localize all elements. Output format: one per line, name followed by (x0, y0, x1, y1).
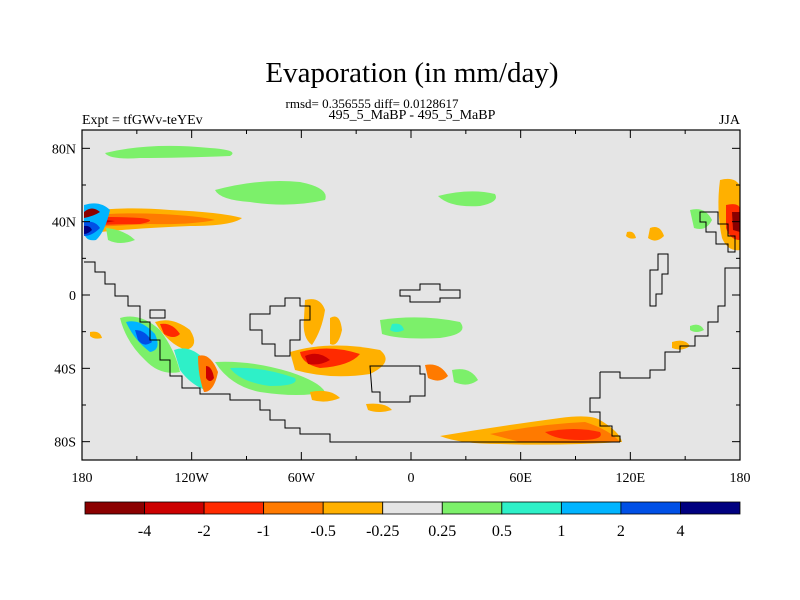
colorbar-swatch (620, 501, 681, 515)
colorbar-swatch (84, 501, 145, 515)
coastline (699, 211, 736, 253)
contour-fills (84, 145, 740, 445)
colorbar-label: -4 (138, 523, 151, 540)
contour-region (626, 231, 636, 239)
contour-region (215, 181, 326, 205)
contour-region (545, 429, 601, 440)
lon-tick-label: 0 (408, 471, 415, 486)
colorbar-label: 1 (557, 523, 565, 540)
lon-tick-label: 120W (175, 471, 210, 486)
contour-region (452, 369, 478, 385)
continent-outlines (84, 211, 740, 443)
map-axes: 80N 40N 0 40S 80S 180 120W 60W 0 60E 120E 180 (52, 130, 751, 486)
colorbar-swatch (263, 501, 324, 515)
lat-tick-label: 80S (54, 436, 76, 451)
center-label: 495_5_MaBP - 495_5_MaBP (329, 108, 496, 123)
contour-region (390, 323, 404, 332)
lat-tick-label: 40N (52, 216, 76, 231)
coastline (84, 261, 620, 443)
contour-region (310, 390, 340, 402)
colorbar-label: 0.5 (492, 523, 512, 540)
contour-region (305, 353, 330, 365)
contour-region (160, 323, 180, 337)
lon-tick-label: 60W (288, 471, 316, 486)
colorbar-swatch (382, 501, 443, 515)
contour-region (84, 225, 92, 234)
contour-region (648, 227, 664, 241)
colorbar-label: 2 (617, 523, 625, 540)
contour-region (106, 228, 135, 243)
contour-region (672, 340, 690, 350)
contour-region (135, 330, 152, 345)
lat-tick-label: 0 (69, 289, 76, 304)
contour-region (90, 331, 102, 339)
coastline (649, 253, 669, 307)
lat-tick-label: 40S (54, 362, 76, 377)
contour-region (366, 403, 392, 412)
lon-tick-label: 180 (730, 471, 751, 486)
contour-region (425, 364, 448, 381)
stats-line: rmsd= 0.356555 diff= 0.0128617 (286, 96, 459, 111)
coastline (600, 267, 740, 379)
map-background (82, 130, 740, 460)
map-plot-area (82, 130, 740, 460)
coastline (249, 297, 311, 357)
contour-region (380, 317, 463, 339)
colorbar-swatch (560, 501, 622, 515)
lon-tick-label: 180 (72, 471, 93, 486)
contour-region (330, 316, 342, 345)
colorbar-swatch (501, 501, 562, 515)
colorbar-label: -2 (197, 523, 210, 540)
coastline (589, 372, 621, 442)
colorbar-label: 0.25 (428, 523, 456, 540)
colorbar-swatch (144, 501, 205, 515)
colorbar-swatch (441, 501, 503, 515)
contour-region (438, 191, 496, 207)
colorbar-swatch (680, 501, 741, 515)
right-label: JJA (719, 113, 741, 128)
colorbar: -4 -2 -1 -0.5 -0.25 0.25 0.5 1 2 4 (84, 501, 741, 540)
lon-tick-label: 60E (509, 471, 532, 486)
contour-region (230, 367, 296, 386)
colorbar-label: -0.25 (366, 523, 399, 540)
contour-region (105, 145, 233, 159)
contour-region (206, 366, 214, 381)
contour-region (84, 208, 100, 218)
colorbar-swatch (322, 501, 384, 515)
coastline (369, 365, 426, 403)
contour-region (303, 299, 325, 345)
colorbar-label: -1 (257, 523, 270, 540)
contour-region (690, 324, 704, 332)
colorbar-label: -0.5 (311, 523, 336, 540)
colorbar-swatch (203, 501, 265, 515)
left-label: Expt = tfGWv-teYEv (82, 113, 203, 128)
coastline (399, 283, 461, 303)
coastline (149, 309, 166, 319)
lat-tick-label: 80N (52, 142, 76, 157)
figure-title: Evaporation (in mm/day) (265, 57, 558, 89)
lon-tick-label: 120E (616, 471, 646, 486)
colorbar-label: 4 (676, 523, 684, 540)
